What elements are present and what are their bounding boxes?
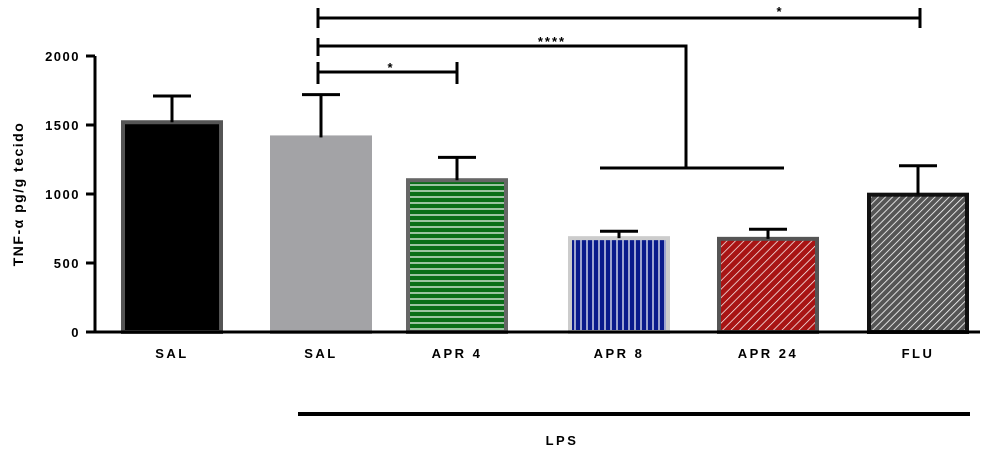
y-ticks-layer: 0 500 1000 1500 2000	[45, 49, 95, 340]
bar-5	[867, 192, 969, 334]
x-tick-label-4: APR 24	[738, 346, 799, 361]
x-tick-label-3: APR 8	[594, 346, 645, 361]
error-bars-layer	[153, 93, 937, 239]
sig-label-sal-apr4: *	[387, 60, 394, 75]
x-tick-label-5: FLU	[902, 346, 935, 361]
x-labels-layer: SAL SAL APR 4 APR 8 APR 24 FLU	[155, 346, 935, 361]
sig-label-sal-apr: ****	[538, 34, 566, 49]
y-tick-label-3: 1500	[45, 118, 80, 133]
significance-brackets: * **** *	[316, 4, 922, 170]
bar-0	[121, 120, 223, 334]
x-tick-label-2: APR 4	[432, 346, 483, 361]
sig-bracket-sal-apr	[316, 38, 784, 170]
sig-label-sal-flu: *	[776, 4, 783, 19]
sig-bracket-sal-flu	[316, 8, 922, 28]
y-tick-label-0: 0	[71, 325, 80, 340]
bar-4	[717, 236, 819, 335]
y-tick-label-2: 1000	[45, 187, 80, 202]
y-tick-label-4: 2000	[45, 49, 80, 64]
x-tick-label-1: SAL	[304, 346, 338, 361]
bar-2	[406, 178, 508, 334]
bars-layer	[121, 120, 969, 335]
y-axis-title: TNF-α pg/g tecido	[10, 122, 26, 267]
sig-bracket-sal-apr4	[316, 62, 459, 84]
lps-group-label: LPS	[546, 433, 579, 448]
y-tick-label-1: 500	[54, 256, 80, 271]
bar-1	[270, 135, 372, 334]
bar-3	[568, 236, 670, 334]
x-tick-label-0: SAL	[155, 346, 189, 361]
